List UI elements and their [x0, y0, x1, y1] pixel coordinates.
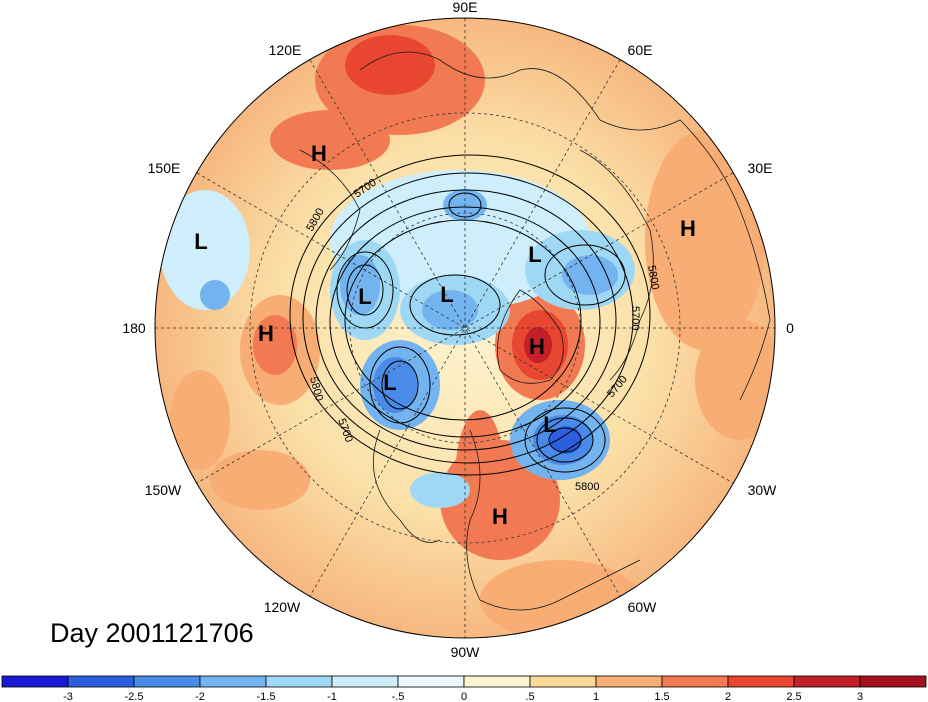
colorbar-label: -3 [63, 691, 73, 702]
colorbar-label: 1.5 [654, 691, 669, 702]
colorbar-swatch [595, 675, 663, 688]
colorbar-label: 1 [593, 691, 599, 702]
colorbar-swatch [265, 675, 333, 688]
colorbar-label: 2.5 [786, 691, 801, 702]
high-center-marker: H [529, 334, 545, 359]
high-center-marker: H [311, 141, 327, 166]
height-contours [289, 154, 651, 476]
lon-label-0: 0 [786, 320, 794, 336]
colorbar-swatch [859, 675, 927, 688]
lon-label-30w: 30W [748, 482, 778, 498]
low-center-marker: L [440, 282, 453, 307]
low-center-marker: L [358, 284, 371, 309]
contour-label: 5700 [629, 306, 641, 330]
colorbar-swatch [133, 675, 201, 688]
colorbar-boxes [1, 675, 927, 688]
graticule [155, 18, 775, 638]
colorbar-label: -2.5 [125, 691, 144, 702]
low-center-marker: L [194, 229, 207, 254]
colorbar-swatch [331, 675, 399, 688]
lon-label-60e: 60E [628, 42, 653, 58]
colorbar-label: -2 [195, 691, 205, 702]
colorbar-swatch [793, 675, 861, 688]
lon-label-180: 180 [122, 320, 146, 336]
colorbar-swatch [67, 675, 135, 688]
low-center-marker: L [528, 242, 541, 267]
contour-label: 5800 [575, 481, 599, 493]
colorbar-label: .5 [525, 691, 534, 702]
high-center-marker: H [492, 504, 508, 529]
colorbar-label: -1.5 [257, 691, 276, 702]
lon-label-120e: 120E [269, 42, 302, 58]
colorbar-swatch [1, 675, 69, 688]
colorbar-label: -1 [327, 691, 337, 702]
lon-label-150w: 150W [145, 482, 182, 498]
high-center-marker: H [258, 321, 274, 346]
lon-label-90e: 90E [453, 0, 478, 15]
longitude-labels: 90E 60E 30E 0 30W 60W 90W 120W 150W 180 … [122, 0, 794, 660]
polar-map: 90E 60E 30E 0 30W 60W 90W 120W 150W 180 … [122, 0, 794, 660]
colorbar-swatch [199, 675, 267, 688]
colorbar-label: -.5 [392, 691, 405, 702]
colorbar: -3 -2.5 -2 -1.5 -1 -.5 0 .5 1 1.5 2 2.5 3 [1, 675, 927, 702]
pressure-centers: H H H H H L L L L L L [194, 141, 696, 529]
lon-label-90w: 90W [451, 644, 481, 660]
low-center-marker: L [543, 412, 556, 437]
high-center-marker: H [680, 216, 696, 241]
map-boundary [154, 17, 776, 639]
date-title: Day 2001121706 [50, 618, 254, 648]
lon-label-150e: 150E [148, 160, 181, 176]
lon-label-120w: 120W [264, 599, 301, 615]
low-center-marker: L [383, 370, 396, 395]
coastlines [299, 51, 771, 611]
lon-label-60w: 60W [628, 599, 658, 615]
anomaly-field [155, 18, 775, 638]
colorbar-swatch [529, 675, 597, 688]
colorbar-labels: -3 -2.5 -2 -1.5 -1 -.5 0 .5 1 1.5 2 2.5 3 [63, 691, 863, 702]
colorbar-label: 2 [725, 691, 731, 702]
colorbar-swatch [397, 675, 465, 688]
colorbar-swatch [661, 675, 729, 688]
lon-label-30e: 30E [748, 160, 773, 176]
colorbar-swatch [727, 675, 795, 688]
colorbar-label: 0 [461, 691, 467, 702]
contour-label: 5800 [645, 264, 661, 290]
colorbar-label: 3 [857, 691, 863, 702]
colorbar-swatch [463, 675, 531, 688]
